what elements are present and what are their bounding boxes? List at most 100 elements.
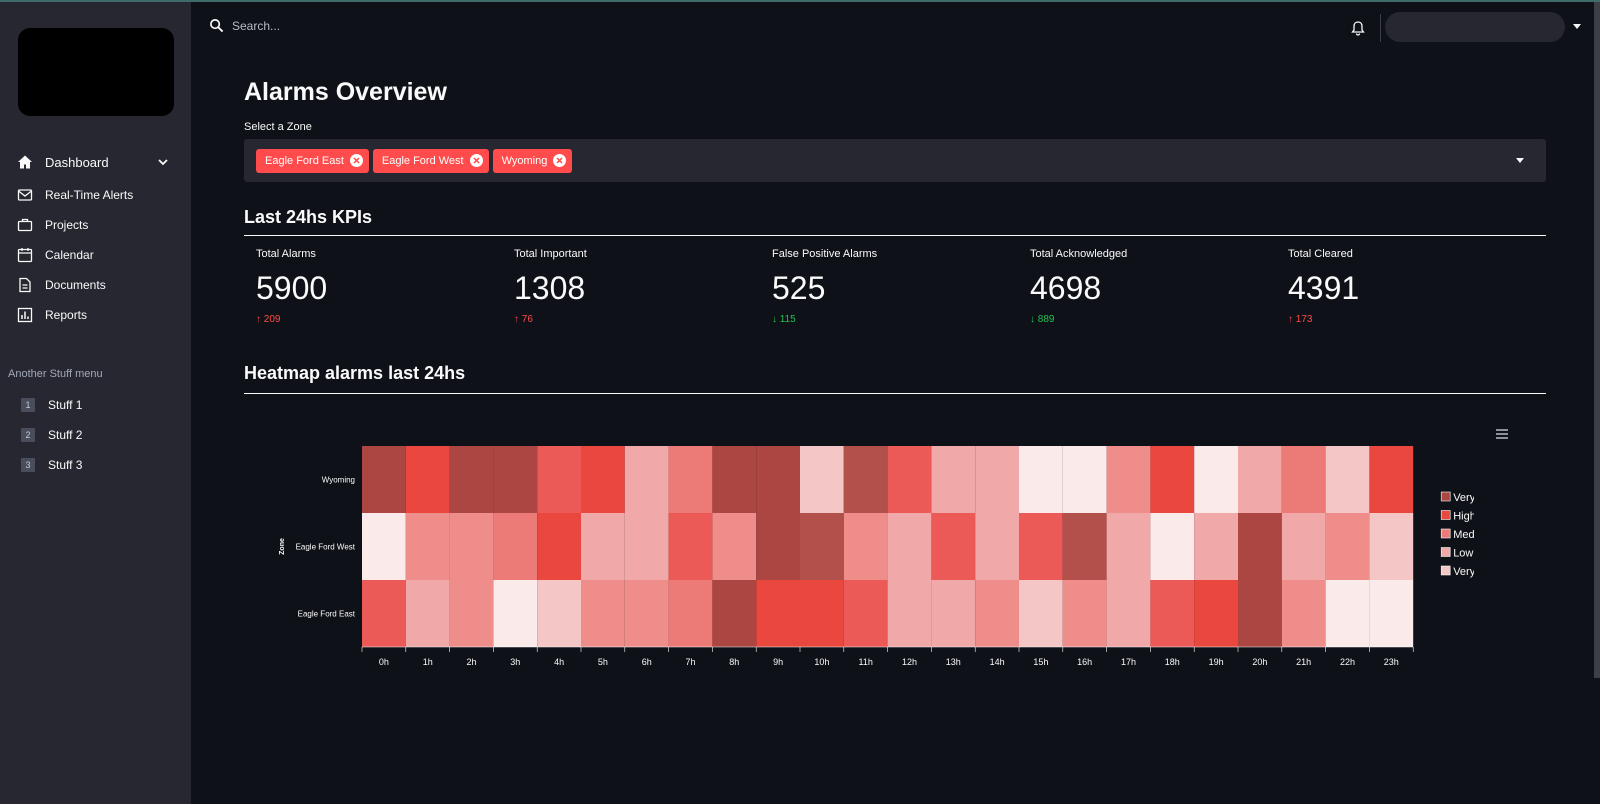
sidebar-item-label: Reports	[45, 308, 88, 322]
legend-swatch	[1440, 528, 1451, 539]
sidebar-item-documents[interactable]: Documents	[0, 270, 191, 300]
heatmap-cell	[712, 513, 757, 580]
remove-icon[interactable]	[469, 154, 483, 167]
kpi-value: 1308	[514, 270, 586, 306]
remove-icon[interactable]	[553, 154, 567, 167]
scrollbar[interactable]	[1594, 2, 1600, 678]
sidebar-item-stuff-1[interactable]: 1 Stuff 1	[21, 390, 191, 420]
zone-chip[interactable]: Wyoming	[492, 148, 573, 173]
chevron-down-icon[interactable]	[157, 156, 169, 168]
legend-swatch	[1440, 510, 1451, 520]
x-tick-label: 3h	[510, 657, 520, 667]
kpi-total-alarms: Total Alarms 5900 ↑ 209	[256, 248, 514, 325]
heatmap-cell	[1106, 446, 1151, 513]
heatmap-cell	[975, 446, 1019, 513]
x-tick-label: 4h	[554, 657, 564, 667]
legend-label: Medium	[1453, 529, 1474, 541]
heatmap-cell	[537, 513, 581, 580]
sidebar-item-label: Dashboard	[45, 154, 109, 170]
heatmap-cell	[405, 513, 450, 580]
heatmap-cell	[405, 446, 450, 513]
heatmap-cell	[975, 513, 1019, 580]
heatmap-cell	[668, 513, 713, 580]
heatmap-cell	[1194, 580, 1238, 647]
x-tick-label: 6h	[642, 657, 652, 667]
heatmap-cell	[1281, 580, 1326, 647]
x-tick-label: 15h	[1033, 657, 1048, 667]
kpi-label: Total Alarms	[256, 248, 316, 260]
kpi-value: 4698	[1030, 270, 1102, 306]
bell-icon[interactable]	[1350, 20, 1366, 36]
zone-chip-label: Wyoming	[501, 154, 548, 167]
heatmap-cell	[712, 580, 757, 647]
x-tick-label: 23h	[1384, 657, 1399, 667]
heatmap-cell	[1150, 513, 1195, 580]
search-input[interactable]	[232, 18, 432, 33]
page-title: Alarms Overview	[244, 78, 447, 106]
heatmap-cell	[931, 446, 976, 513]
sidebar-item-stuff-2[interactable]: 2 Stuff 2	[21, 420, 191, 450]
heatmap-cell	[800, 580, 844, 647]
heatmap-cell	[975, 580, 1019, 647]
sidebar-item-real-time-alerts[interactable]: Real-Time Alerts	[0, 180, 191, 210]
y-tick-label: Wyoming	[322, 476, 355, 485]
sidebar-item-label: Projects	[45, 218, 89, 232]
heatmap-cell	[931, 580, 976, 647]
arrow-down-icon: ↓	[772, 314, 780, 325]
heatmap-cell	[493, 513, 538, 580]
heatmap-cell	[843, 580, 888, 647]
kpi-label: Total Important	[514, 248, 587, 260]
sidebar-item-reports[interactable]: Reports	[0, 300, 191, 330]
sidebar-item-stuff-3[interactable]: 3 Stuff 3	[21, 450, 191, 480]
zone-chip-label: Eagle Ford West	[381, 154, 464, 167]
heatmap-cell	[1281, 513, 1326, 580]
x-tick-label: 18h	[1165, 657, 1180, 667]
zone-chip[interactable]: Eagle Ford West	[372, 148, 489, 173]
caret-down-icon[interactable]	[1573, 24, 1581, 30]
heatmap-cell	[668, 446, 713, 513]
heatmap-cell	[624, 446, 669, 513]
home-icon	[18, 155, 32, 169]
zone-chip[interactable]: Eagle Ford East	[256, 148, 369, 173]
kpi-value: 525	[772, 270, 826, 306]
topbar-divider	[1380, 14, 1381, 42]
heatmap-cell	[1369, 513, 1414, 580]
heatmap-cell	[756, 513, 800, 580]
y-axis-title: Zone	[279, 538, 286, 555]
arrow-up-icon: ↑	[514, 314, 522, 325]
heatmap-cell	[624, 580, 669, 647]
zone-multiselect[interactable]: Eagle Ford East Eagle Ford West Wyoming	[244, 139, 1546, 182]
heatmap-cell	[931, 513, 976, 580]
x-tick-label: 20h	[1252, 657, 1267, 667]
kpi-total-cleared: Total Cleared 4391 ↑ 173	[1288, 248, 1546, 325]
heatmap-cell	[712, 446, 757, 513]
window-top-border	[0, 0, 1600, 2]
kpi-label: Total Acknowledged	[1030, 248, 1128, 260]
caret-down-icon[interactable]	[1516, 158, 1524, 163]
x-tick-label: 19h	[1209, 657, 1224, 667]
sidebar-nav: Dashboard Real-Time Alerts Projects Cale…	[0, 144, 191, 330]
heatmap-cell	[449, 513, 494, 580]
heatmap-cell	[405, 580, 450, 647]
heatmap-cell	[1150, 580, 1195, 647]
sidebar-item-dashboard[interactable]: Dashboard	[0, 144, 191, 180]
user-menu[interactable]	[1385, 12, 1565, 42]
x-tick-label: 0h	[379, 657, 389, 667]
sidebar-item-projects[interactable]: Projects	[0, 210, 191, 240]
chart-menu-icon[interactable]	[1495, 428, 1509, 440]
kpi-false-positive-alarms: False Positive Alarms 525 ↓ 115	[772, 248, 1030, 325]
kpi-delta: ↑ 76	[514, 314, 533, 325]
heatmap-cell	[1369, 580, 1414, 647]
number-badge: 3	[21, 458, 35, 472]
sidebar: Dashboard Real-Time Alerts Projects Cale…	[0, 2, 191, 804]
legend-swatch	[1440, 547, 1451, 557]
heatmap-cell	[1325, 580, 1370, 647]
remove-icon[interactable]	[349, 154, 363, 167]
sidebar-item-label: Calendar	[45, 248, 94, 262]
search-bar	[209, 18, 432, 33]
heatmap-cell	[843, 513, 888, 580]
arrow-up-icon: ↑	[256, 314, 264, 325]
y-tick-label: Eagle Ford East	[298, 610, 356, 619]
sidebar-item-calendar[interactable]: Calendar	[0, 240, 191, 270]
stuff-menu: 1 Stuff 1 2 Stuff 2 3 Stuff 3	[21, 390, 191, 480]
